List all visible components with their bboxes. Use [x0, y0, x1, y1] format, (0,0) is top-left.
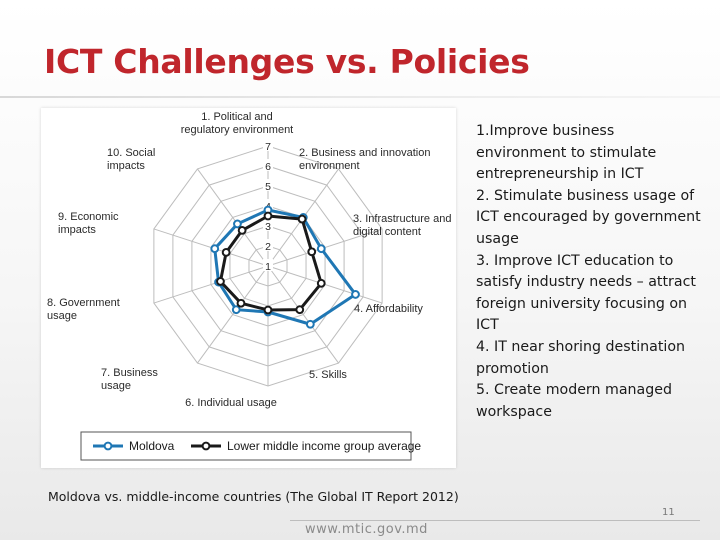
- tick-label-bg: [263, 239, 273, 251]
- data-point: [210, 244, 220, 254]
- data-point: [297, 214, 307, 224]
- tick-label-bg: [263, 199, 273, 211]
- tick-label: 1: [265, 261, 271, 273]
- data-point: [236, 298, 246, 308]
- tick-label-bg: [263, 159, 273, 171]
- axis-label: 7. Business: [101, 367, 158, 379]
- axis-label: 6. Individual usage: [185, 397, 277, 409]
- axis-label: usage: [101, 380, 131, 392]
- axis-label: regulatory environment: [181, 124, 294, 136]
- axis-label: 4. Affordability: [354, 303, 423, 315]
- axis-label: 2. Business and innovation: [299, 147, 430, 159]
- policy-item: 1.Improve business environment to stimul…: [476, 123, 657, 183]
- chart-caption: Moldova vs. middle-income countries (The…: [48, 489, 459, 504]
- policy-item: 4. IT near shoring destination promotion: [476, 338, 686, 377]
- axis-label: 8. Government: [47, 297, 120, 309]
- grid-spoke: [197, 168, 269, 267]
- data-point: [263, 211, 273, 221]
- data-point: [216, 277, 225, 286]
- axis-label: 1. Political and: [201, 111, 273, 123]
- tick-label-bg: [263, 259, 273, 271]
- policy-list: 1.Improve business environment to stimul…: [476, 121, 708, 423]
- title-divider: [0, 96, 720, 98]
- axis-label: impacts: [58, 224, 96, 236]
- data-point: [307, 247, 317, 257]
- axis-label: usage: [47, 310, 77, 322]
- footer-url: www.mtic.gov.md: [305, 522, 428, 537]
- axis-label: 5. Skills: [309, 369, 347, 381]
- footer-divider: [290, 520, 700, 521]
- grid-spoke: [267, 265, 339, 364]
- axis-label: environment: [299, 160, 360, 172]
- legend-entry: Moldova: [129, 439, 175, 453]
- tick-label-bg: [263, 179, 273, 191]
- data-point: [316, 278, 326, 288]
- legend-marker: [103, 441, 113, 451]
- policy-item: 2. Stimulate business usage of ICT encou…: [476, 187, 701, 247]
- data-point: [233, 219, 242, 229]
- axis-label: 9. Economic: [58, 211, 119, 223]
- policy-item: 3. Improve ICT education to satisfy indu…: [476, 252, 696, 334]
- tick-label: 3: [265, 221, 271, 233]
- data-point: [231, 305, 241, 315]
- data-point: [221, 248, 231, 257]
- tick-label: 5: [265, 181, 271, 193]
- data-point: [263, 305, 273, 315]
- policy-item: 5. Create modern managed workspace: [476, 382, 672, 420]
- legend-box: [80, 431, 412, 461]
- axis-label: impacts: [107, 160, 145, 172]
- axis-label: 3. Infrastructure and: [353, 213, 451, 225]
- tick-label-bg: [263, 219, 273, 231]
- axis-label: 10. Social: [107, 147, 155, 159]
- grid-spoke: [197, 265, 269, 364]
- data-point: [316, 244, 326, 254]
- grid-spoke: [153, 265, 269, 304]
- tick-label: 7: [265, 141, 271, 153]
- data-point: [305, 319, 315, 329]
- tick-label: 6: [265, 161, 271, 173]
- tick-label-bg: [263, 139, 273, 151]
- legend-marker: [201, 441, 211, 451]
- data-point: [237, 226, 247, 235]
- legend-entry: Lower middle income group average: [227, 439, 421, 453]
- slide-title: ICT Challenges vs. Policies: [44, 42, 530, 81]
- data-point: [295, 305, 305, 315]
- data-point: [351, 290, 360, 299]
- axis-label: digital content: [353, 226, 421, 238]
- page-number: 11: [662, 507, 675, 518]
- tick-label: 2: [265, 241, 271, 253]
